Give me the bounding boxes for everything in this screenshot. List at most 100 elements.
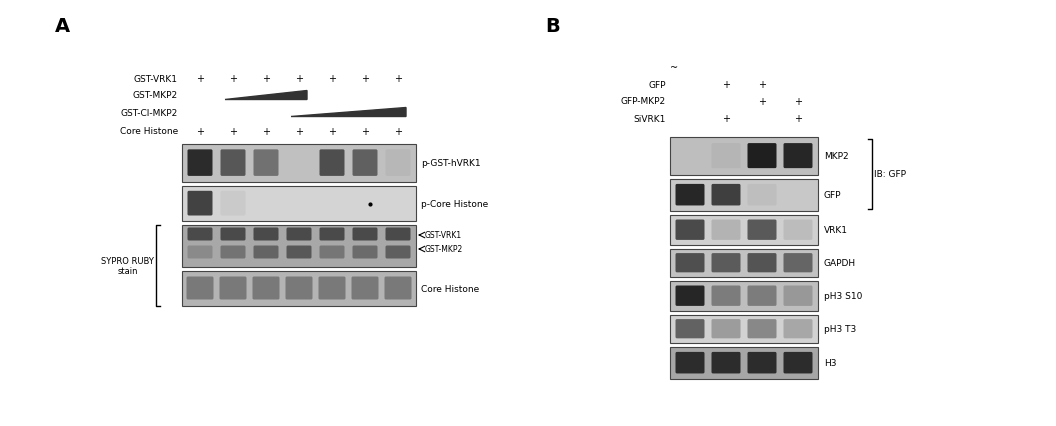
Text: +: + [722,80,730,90]
Text: p-GST-hVRK1: p-GST-hVRK1 [421,159,480,168]
FancyBboxPatch shape [320,228,344,241]
Text: MKP2: MKP2 [824,152,849,161]
FancyBboxPatch shape [748,184,776,206]
Text: +: + [196,127,204,137]
Text: +: + [794,97,802,107]
Polygon shape [291,108,406,117]
Bar [670,281,818,311]
FancyBboxPatch shape [353,246,377,259]
FancyBboxPatch shape [784,286,812,306]
Text: SiVRK1: SiVRK1 [634,114,666,123]
FancyBboxPatch shape [253,246,279,259]
FancyBboxPatch shape [748,286,776,306]
FancyBboxPatch shape [712,184,740,206]
FancyBboxPatch shape [676,220,704,240]
Text: GST-VRK1: GST-VRK1 [134,74,178,83]
Text: Core Histone: Core Histone [421,284,479,294]
Bar [670,249,818,277]
FancyBboxPatch shape [188,191,212,216]
FancyBboxPatch shape [188,246,212,259]
Text: +: + [361,127,369,137]
Text: GST-MKP2: GST-MKP2 [133,91,178,100]
FancyBboxPatch shape [352,277,378,300]
Text: SYPRO RUBY
stain: SYPRO RUBY stain [101,256,154,276]
FancyBboxPatch shape [221,246,245,259]
FancyBboxPatch shape [712,220,740,240]
Text: GAPDH: GAPDH [824,259,856,268]
FancyBboxPatch shape [784,352,812,374]
FancyBboxPatch shape [748,352,776,374]
Bar [182,145,416,183]
Text: +: + [262,127,270,137]
Bar [670,315,818,343]
FancyBboxPatch shape [712,352,740,374]
Text: +: + [295,74,303,84]
FancyBboxPatch shape [253,150,279,176]
FancyBboxPatch shape [188,150,212,176]
FancyBboxPatch shape [353,150,377,176]
Text: pH3 T3: pH3 T3 [824,325,856,334]
Text: GFP-MKP2: GFP-MKP2 [621,97,666,106]
FancyBboxPatch shape [385,228,411,241]
Text: +: + [262,74,270,84]
FancyBboxPatch shape [748,220,776,240]
FancyBboxPatch shape [784,320,812,339]
FancyBboxPatch shape [712,144,740,169]
FancyBboxPatch shape [320,246,344,259]
Text: +: + [758,80,766,90]
Text: Core Histone: Core Histone [119,127,178,136]
FancyBboxPatch shape [784,144,812,169]
FancyBboxPatch shape [319,277,345,300]
Text: +: + [229,127,237,137]
FancyBboxPatch shape [353,228,377,241]
FancyBboxPatch shape [286,228,312,241]
FancyBboxPatch shape [676,253,704,273]
FancyBboxPatch shape [676,286,704,306]
FancyBboxPatch shape [712,320,740,339]
Text: +: + [361,74,369,84]
Text: GFP: GFP [824,191,842,200]
Text: +: + [295,127,303,137]
FancyBboxPatch shape [221,191,245,216]
Text: +: + [328,74,336,84]
Text: +: + [328,127,336,137]
Text: GST-MKP2: GST-MKP2 [425,245,464,254]
Text: +: + [794,114,802,124]
FancyBboxPatch shape [286,246,312,259]
Text: GST-CI-MKP2: GST-CI-MKP2 [120,108,178,117]
Text: +: + [196,74,204,84]
Bar [670,138,818,176]
FancyBboxPatch shape [748,253,776,273]
Text: IB: GFP: IB: GFP [874,170,906,179]
Text: GST-VRK1: GST-VRK1 [425,231,463,240]
FancyBboxPatch shape [748,144,776,169]
Bar [670,216,818,245]
FancyBboxPatch shape [385,246,411,259]
FancyBboxPatch shape [748,320,776,339]
Text: +: + [229,74,237,84]
Text: B: B [545,17,560,36]
FancyBboxPatch shape [712,253,740,273]
Text: p-Core Histone: p-Core Histone [421,199,488,208]
Text: pH3 S10: pH3 S10 [824,292,863,301]
FancyBboxPatch shape [187,277,213,300]
Text: ~: ~ [670,63,678,73]
FancyBboxPatch shape [384,277,412,300]
Bar [182,225,416,268]
FancyBboxPatch shape [712,286,740,306]
FancyBboxPatch shape [385,150,411,176]
Text: VRK1: VRK1 [824,226,848,235]
Text: H3: H3 [824,359,836,368]
Text: +: + [394,127,402,137]
Text: +: + [394,74,402,84]
FancyBboxPatch shape [676,320,704,339]
Text: +: + [722,114,730,124]
Text: +: + [758,97,766,107]
Bar [182,271,416,306]
FancyBboxPatch shape [676,184,704,206]
FancyBboxPatch shape [784,253,812,273]
Polygon shape [225,91,307,100]
Text: A: A [55,17,70,36]
FancyBboxPatch shape [285,277,313,300]
FancyBboxPatch shape [676,352,704,374]
